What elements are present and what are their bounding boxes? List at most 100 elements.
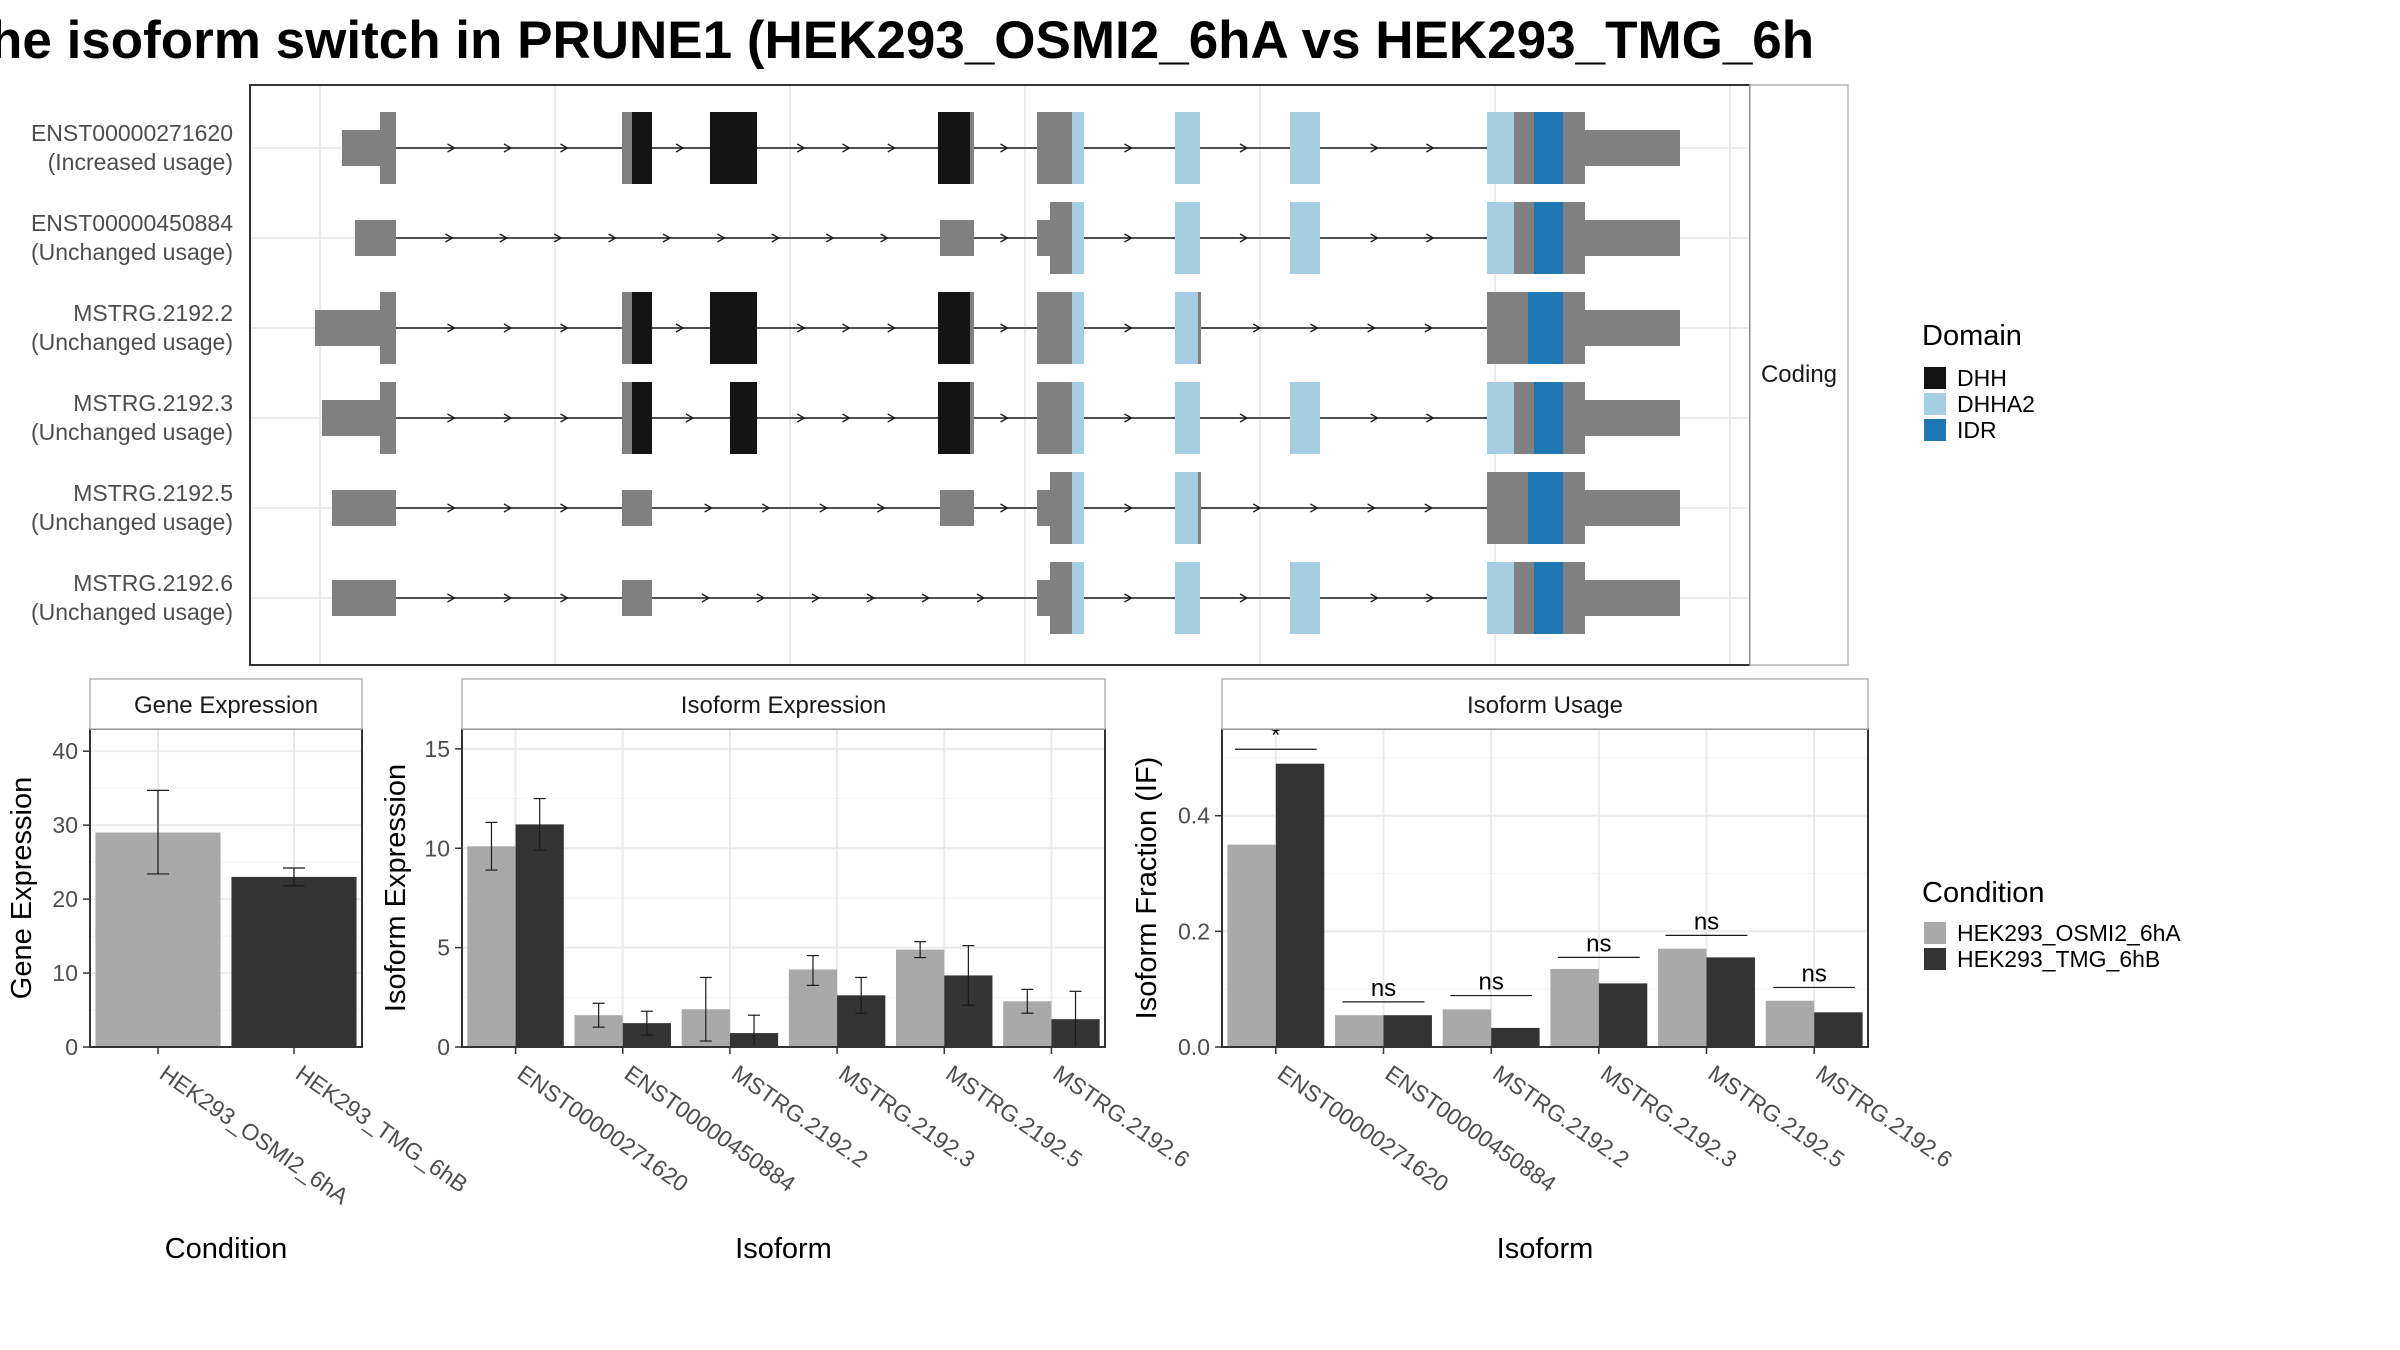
intron-arrow: [1000, 413, 1009, 423]
facet-strip: [89, 678, 363, 730]
intron-arrow: [608, 233, 617, 243]
intron-arrow: [1370, 143, 1379, 153]
intron-arrow: [811, 593, 821, 603]
intron-arrow: [1000, 233, 1009, 243]
intron-arrow: [866, 593, 876, 603]
isoform-usage-label: (Unchanged usage): [31, 239, 233, 265]
exon-block: [1585, 490, 1680, 526]
exon-block: [1585, 310, 1680, 346]
bar: [1598, 983, 1648, 1047]
bar: [896, 949, 945, 1047]
exon-block: [1072, 202, 1084, 274]
y-tick-label: 0: [437, 1034, 450, 1060]
exon-block: [1037, 220, 1050, 256]
facet-strip: [1221, 678, 1869, 730]
y-tick-label: 20: [52, 886, 78, 912]
bar: [1383, 1015, 1432, 1047]
exon-block: [1563, 202, 1585, 274]
exon-block: [1487, 292, 1528, 364]
intron-arrow: [675, 323, 685, 333]
condition-legend-key: [1924, 948, 1946, 970]
intron-arrow: [1239, 143, 1249, 153]
exon-block: [1198, 472, 1201, 544]
intron-arrow: [1000, 143, 1009, 153]
transcript-model-1: [342, 112, 1680, 184]
exon-block: [1528, 472, 1563, 544]
bar: [467, 846, 516, 1047]
significance-label: ns: [1371, 975, 1396, 1002]
intron-arrow: [685, 413, 695, 423]
exon-block: [1563, 562, 1585, 634]
bar: [1814, 1012, 1863, 1047]
intron-arrow: [1426, 593, 1435, 603]
intron-arrow: [447, 143, 456, 153]
intron-arrow: [1370, 233, 1379, 243]
condition-legend-label: HEK293_TMG_6hB: [1957, 946, 2160, 972]
isoform-usage-label: (Unchanged usage): [31, 599, 233, 625]
isoform-usage-label: (Unchanged usage): [31, 509, 233, 535]
y-tick-label: 0: [65, 1034, 78, 1060]
domain-legend-label: IDR: [1957, 417, 1997, 443]
exon-block: [632, 382, 652, 454]
facet-strip-label: Isoform Usage: [1467, 692, 1623, 719]
intron-arrow: [1370, 593, 1379, 603]
x-axis-title: Isoform: [735, 1233, 832, 1265]
intron-arrow: [1124, 143, 1133, 153]
intron-arrow: [1370, 413, 1379, 423]
exon-block: [1290, 202, 1320, 274]
intron-arrow: [877, 503, 886, 513]
domain-legend-key: [1924, 419, 1946, 441]
plot-title: he isoform switch in PRUNE1 (HEK293_OSMI…: [0, 11, 1814, 70]
exon-block: [380, 112, 396, 184]
intron-arrow: [704, 503, 713, 513]
facet-strip-coding: [1749, 84, 1849, 666]
isoform-row-label: MSTRG.2192.5: [73, 480, 233, 506]
intron-arrow: [675, 143, 685, 153]
significance-label: ns: [1478, 969, 1503, 996]
exon-block: [1050, 202, 1072, 274]
exon-block: [938, 382, 970, 454]
condition-legend-label: HEK293_OSMI2_6hA: [1957, 920, 2181, 946]
panel-isoform-expression: Isoform Expression 0 5 10 15 ENST00000271620E…: [380, 678, 1194, 1265]
panel-background: [1222, 729, 1868, 1047]
transcript-model-6: [332, 562, 1680, 634]
exon-block: [1290, 112, 1320, 184]
exon-block: [622, 490, 652, 526]
exon-block: [1563, 472, 1585, 544]
y-tick-label: 10: [52, 960, 78, 986]
facet-label-coding: Coding: [1761, 361, 1837, 388]
intron-arrow: [447, 323, 456, 333]
intron-arrow: [1239, 593, 1249, 603]
y-tick-label: 5: [437, 935, 450, 961]
intron-arrow: [756, 593, 766, 603]
panel-background: [462, 729, 1105, 1047]
intron-arrow: [447, 413, 456, 423]
condition-legend-title: Condition: [1922, 877, 2045, 909]
exon-block: [1072, 292, 1084, 364]
intron-arrow: [1124, 233, 1133, 243]
exon-block: [1534, 202, 1563, 274]
transcript-model-2: [355, 202, 1680, 274]
significance-label: ns: [1801, 960, 1826, 987]
intron-arrow: [1367, 503, 1376, 513]
isoform-row-label: MSTRG.2192.6: [73, 570, 233, 596]
exon-block: [710, 292, 757, 364]
exon-block: [1290, 382, 1320, 454]
intron-arrow: [560, 323, 569, 333]
exon-block: [970, 112, 974, 184]
exon-block: [1585, 130, 1680, 166]
intron-arrow: [887, 323, 897, 333]
intron-arrow: [560, 143, 569, 153]
bar: [515, 824, 564, 1047]
bar: [1442, 1009, 1492, 1047]
intron-arrow: [1252, 503, 1262, 513]
isoform-usage-label: (Increased usage): [48, 149, 233, 175]
intron-arrow: [503, 413, 513, 423]
exon-block: [1050, 562, 1072, 634]
intron-arrow: [771, 233, 781, 243]
exon-block: [622, 382, 632, 454]
y-tick-label: 0.0: [1178, 1034, 1210, 1060]
exon-block: [1563, 382, 1585, 454]
exon-block: [1175, 472, 1198, 544]
intron-arrow: [560, 413, 569, 423]
